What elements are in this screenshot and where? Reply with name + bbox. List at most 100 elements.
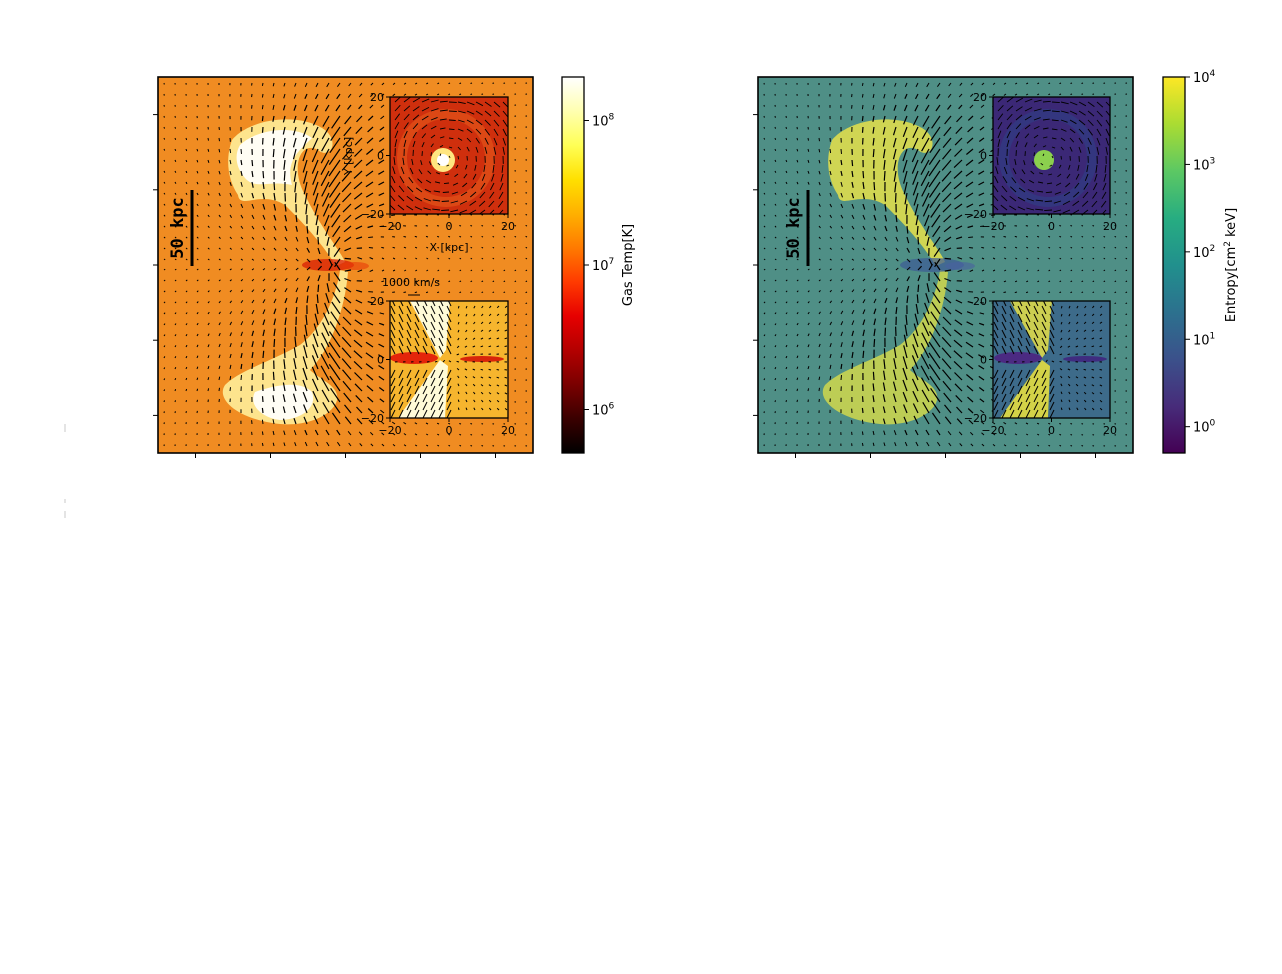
- velocity-arrow: [903, 170, 908, 184]
- velocity-arrow: [321, 332, 330, 348]
- velocity-arrow: [953, 360, 963, 370]
- velocity-arrow: [1068, 407, 1071, 411]
- velocity-arrow: [397, 204, 405, 211]
- velocity-arrow: [954, 137, 963, 146]
- velocity-arrow: [1125, 235, 1128, 238]
- velocity-arrow: [1033, 152, 1035, 157]
- velocity-arrow: [774, 137, 777, 140]
- velocity-arrow: [969, 104, 974, 109]
- velocity-arrow: [163, 148, 166, 151]
- velocity-arrow: [851, 236, 855, 240]
- velocity-arrow: [218, 354, 221, 359]
- velocity-arrow: [1004, 257, 1007, 260]
- velocity-arrow: [1059, 235, 1062, 238]
- velocity-arrow: [240, 258, 244, 261]
- velocity-arrow: [207, 355, 210, 359]
- velocity-arrow: [920, 148, 930, 164]
- velocity-arrow: [353, 329, 363, 337]
- velocity-arrow: [448, 128, 455, 131]
- velocity-arrow: [1114, 214, 1117, 216]
- velocity-arrow: [1003, 280, 1007, 283]
- velocity-arrow: [174, 181, 177, 184]
- velocity-arrow: [1068, 383, 1071, 387]
- velocity-arrow: [1051, 128, 1058, 131]
- velocity-arrow: [207, 203, 210, 207]
- velocity-arrow: [785, 377, 788, 381]
- velocity-arrow: [314, 104, 319, 112]
- velocity-arrow: [474, 164, 477, 171]
- velocity-arrow: [840, 181, 843, 187]
- velocity-arrow: [1024, 115, 1032, 121]
- velocity-arrow: [421, 115, 429, 121]
- velocity-arrow: [966, 321, 974, 326]
- velocity-arrow: [1091, 313, 1095, 317]
- velocity-arrow: [1024, 107, 1033, 112]
- velocity-arrow: [174, 378, 177, 381]
- velocity-arrow: [1095, 164, 1098, 173]
- velocity-arrow: [272, 407, 275, 414]
- inset-ytick-label: −20: [964, 412, 987, 425]
- velocity-arrow: [894, 192, 897, 203]
- velocity-arrow: [185, 344, 188, 348]
- velocity-arrow: [261, 431, 264, 436]
- velocity-arrow: [818, 258, 821, 261]
- velocity-arrow: [207, 377, 210, 381]
- velocity-arrow: [942, 316, 952, 326]
- velocity-arrow: [496, 321, 500, 324]
- velocity-arrow: [1036, 422, 1040, 425]
- velocity-arrow: [978, 148, 985, 154]
- velocity-arrow: [840, 310, 844, 315]
- velocity-arrow: [1087, 146, 1091, 155]
- velocity-arrow: [466, 146, 470, 152]
- velocity-arrow: [464, 368, 468, 371]
- velocity-arrow: [272, 93, 275, 99]
- velocity-arrow: [174, 137, 177, 140]
- velocity-arrow: [422, 345, 428, 355]
- velocity-arrow: [904, 93, 908, 100]
- velocity-arrow: [316, 294, 319, 304]
- velocity-arrow: [492, 225, 495, 227]
- velocity-arrow: [840, 225, 844, 229]
- velocity-arrow: [1033, 401, 1039, 411]
- velocity-arrow: [774, 181, 777, 184]
- velocity-arrow: [895, 225, 898, 232]
- velocity-arrow: [763, 400, 765, 403]
- velocity-arrow: [315, 441, 319, 447]
- velocity-arrow: [893, 347, 897, 359]
- velocity-arrow: [993, 185, 999, 193]
- velocity-arrow: [913, 323, 919, 337]
- velocity-arrow: [229, 311, 233, 315]
- velocity-arrow: [457, 391, 460, 395]
- velocity-arrow: [1015, 141, 1019, 148]
- velocity-arrow: [872, 419, 875, 425]
- velocity-arrow: [785, 203, 788, 206]
- velocity-arrow: [906, 247, 911, 253]
- velocity-arrow: [1025, 369, 1031, 379]
- velocity-arrow: [829, 289, 832, 293]
- velocity-arrow: [796, 279, 799, 282]
- velocity-arrow: [763, 345, 766, 348]
- velocity-arrow: [1048, 280, 1051, 283]
- velocity-arrow: [1091, 368, 1095, 371]
- velocity-arrow: [317, 274, 321, 282]
- high-entropy-plume-lower: [822, 270, 948, 425]
- velocity-arrow: [525, 291, 528, 294]
- velocity-arrow: [941, 347, 952, 359]
- hot-plume-lower: [222, 270, 348, 425]
- velocity-arrow: [470, 291, 473, 294]
- velocity-arrow: [993, 305, 999, 315]
- velocity-arrow: [1087, 128, 1093, 136]
- velocity-arrow: [840, 321, 844, 326]
- velocity-arrow: [525, 257, 528, 260]
- velocity-arrow: [422, 393, 428, 403]
- velocity-arrow: [796, 159, 799, 163]
- velocity-arrow: [196, 192, 199, 196]
- velocity-arrow: [1025, 385, 1031, 395]
- velocity-arrow: [957, 257, 963, 260]
- velocity-arrow: [1026, 269, 1029, 272]
- velocity-arrow: [174, 170, 177, 173]
- velocity-arrow: [390, 337, 396, 347]
- velocity-arrow: [807, 268, 810, 271]
- velocity-arrow: [403, 433, 407, 436]
